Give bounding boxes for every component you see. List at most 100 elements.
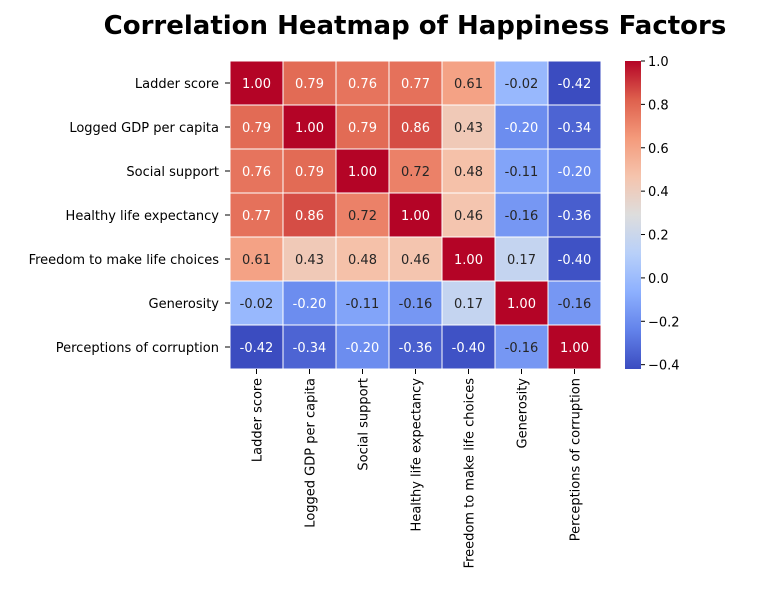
cell-value-label: 0.43: [454, 121, 483, 136]
cell-value-label: -0.02: [505, 77, 539, 92]
heatmap-cell: [229, 324, 284, 370]
heatmap-cell: [388, 280, 443, 326]
cell-value-label: 0.77: [242, 209, 271, 224]
heatmap-cell: [335, 60, 390, 106]
cell-value-label: -0.11: [505, 165, 539, 180]
cell-value-label: -0.42: [558, 77, 592, 92]
row-tick-label: Perceptions of corruption: [56, 341, 219, 356]
colorbar: 1.0 0.8 0.6 0.4 0.2 0.0 −0.2 −0.4: [625, 55, 680, 374]
cell-value-label: -0.16: [505, 341, 539, 356]
heatmap-cell: [335, 324, 390, 370]
column-tick-label: Logged GDP per capita: [304, 378, 319, 528]
column-tick-label: Healthy life expectancy: [410, 378, 425, 532]
cell-value-label: 0.72: [348, 209, 377, 224]
cell-value-label: 0.76: [348, 77, 377, 92]
heatmap-cell: [441, 104, 496, 150]
cell-value-label: -0.40: [452, 341, 486, 356]
heatmap-cell: [547, 148, 602, 194]
cell-value-label: 0.79: [295, 77, 324, 92]
heatmap-grid: 1.00 0.79 0.76 0.77 0.61 -0.02 -0.42 0.79 1.00 0.…: [229, 60, 602, 370]
cell-value-label: -0.36: [558, 209, 592, 224]
cell-value-label: 1.00: [507, 297, 536, 312]
cell-value-label: -0.02: [240, 297, 274, 312]
cell-value-label: 0.79: [348, 121, 377, 136]
cell-value-label: -0.34: [558, 121, 592, 136]
heatmap-cell: [388, 324, 443, 370]
heatmap-cell: [441, 148, 496, 194]
column-tick-labels: Ladder score Logged GDP per capita Social …: [251, 369, 584, 568]
heatmap-cell: [547, 104, 602, 150]
cell-value-label: -0.20: [558, 165, 592, 180]
cell-value-label: 0.48: [348, 253, 377, 268]
cell-value-label: -0.16: [399, 297, 433, 312]
colorbar-tick-label: 1.0: [648, 55, 669, 70]
heatmap-cell: [494, 60, 549, 106]
cell-value-label: -0.20: [505, 121, 539, 136]
colorbar-tick-label: 0.4: [648, 185, 669, 200]
column-tick-label: Generosity: [516, 378, 531, 449]
column-tick-label: Perceptions of corruption: [569, 378, 584, 541]
cell-value-label: 0.86: [295, 209, 324, 224]
column-tick-label: Ladder score: [251, 378, 266, 462]
heatmap-cell: [229, 280, 284, 326]
cell-value-label: 1.00: [295, 121, 324, 136]
heatmap-cell: [335, 236, 390, 282]
cell-value-label: 0.61: [242, 253, 271, 268]
cell-value-label: 1.00: [348, 165, 377, 180]
cell-value-label: 0.79: [242, 121, 271, 136]
row-tick-label: Ladder score: [135, 77, 219, 92]
colorbar-tick-label: 0.6: [648, 142, 669, 157]
colorbar-gradient: [625, 61, 641, 369]
cell-value-label: 0.61: [454, 77, 483, 92]
heatmap-cell: [229, 60, 284, 106]
row-tick-label: Social support: [126, 165, 219, 180]
heatmap-cell: [282, 148, 337, 194]
heatmap-cell: [282, 192, 337, 238]
heatmap-cell: [494, 192, 549, 238]
colorbar-tick-label: 0.8: [648, 98, 669, 113]
cell-value-label: -0.36: [399, 341, 433, 356]
cell-value-label: 0.86: [401, 121, 430, 136]
cell-value-label: -0.42: [240, 341, 274, 356]
cell-value-label: -0.34: [293, 341, 327, 356]
heatmap-cell: [547, 280, 602, 326]
column-tick-label: Social support: [357, 378, 372, 471]
cell-value-label: 1.00: [454, 253, 483, 268]
chart-title: Correlation Heatmap of Happiness Factors: [104, 11, 727, 41]
cell-value-label: 0.17: [507, 253, 536, 268]
colorbar-tick-label: −0.2: [648, 315, 680, 330]
colorbar-tick-label: 0.0: [648, 272, 669, 287]
cell-value-label: 1.00: [401, 209, 430, 224]
cell-value-label: -0.20: [346, 341, 380, 356]
heatmap-cell: [229, 192, 284, 238]
cell-value-label: 1.00: [242, 77, 271, 92]
cell-value-label: 0.46: [454, 209, 483, 224]
cell-value-label: 0.48: [454, 165, 483, 180]
heatmap-cell: [282, 60, 337, 106]
cell-value-label: 1.00: [560, 341, 589, 356]
cell-value-label: 0.46: [401, 253, 430, 268]
colorbar-tick-label: −0.4: [648, 359, 680, 374]
row-tick-label: Generosity: [149, 297, 220, 312]
heatmap-cell: [441, 324, 496, 370]
cell-value-label: 0.43: [295, 253, 324, 268]
cell-value-label: 0.17: [454, 297, 483, 312]
heatmap-cell: [388, 148, 443, 194]
colorbar-tick-label: 0.2: [648, 229, 669, 244]
row-tick-label: Healthy life expectancy: [66, 209, 220, 224]
heatmap-cell: [282, 280, 337, 326]
cell-value-label: 0.72: [401, 165, 430, 180]
row-tick-label: Logged GDP per capita: [69, 121, 219, 136]
cell-value-label: -0.16: [558, 297, 592, 312]
heatmap-cell: [547, 324, 602, 370]
cell-value-label: -0.40: [558, 253, 592, 268]
row-tick-label: Freedom to make life choices: [29, 253, 220, 268]
row-tick-labels: Ladder score Logged GDP per capita Social …: [29, 77, 230, 356]
heatmap-cell: [547, 192, 602, 238]
heatmap-cell: [335, 148, 390, 194]
heatmap-cell: [494, 148, 549, 194]
cell-value-label: -0.11: [346, 297, 380, 312]
cell-value-label: 0.76: [242, 165, 271, 180]
cell-value-label: -0.20: [293, 297, 327, 312]
heatmap-cell: [335, 104, 390, 150]
